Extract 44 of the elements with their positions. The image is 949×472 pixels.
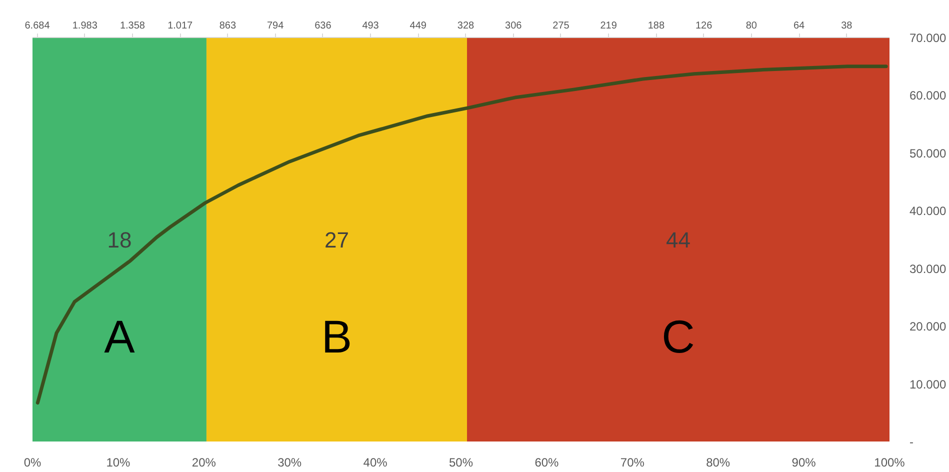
text: 863: [219, 20, 236, 32]
x-tick-label: 90%: [792, 456, 816, 470]
x-tick-label: 10%: [106, 456, 131, 470]
text: 1.983: [72, 20, 98, 32]
text: 449: [410, 20, 427, 32]
x-tick-label: 20%: [192, 456, 216, 470]
band-label: C: [662, 310, 695, 362]
x-tick-label: 30%: [278, 456, 302, 470]
annotation: 18: [107, 228, 132, 252]
band-label: A: [104, 310, 136, 362]
text: 80: [746, 20, 758, 32]
line-series: [36, 64, 888, 405]
y-tick-label: -: [910, 435, 914, 449]
text: 328: [457, 20, 475, 32]
band-label: B: [321, 310, 352, 362]
text: 794: [266, 20, 284, 32]
text: 188: [648, 20, 665, 32]
x-tick-label: 100%: [874, 456, 906, 470]
x-tick-label: 80%: [706, 456, 730, 470]
annotation: 44: [666, 228, 690, 252]
x-tick-label: 50%: [448, 456, 474, 470]
text: 1.358: [120, 20, 146, 32]
y-tick-label: 10.000: [910, 377, 947, 392]
text: 493: [362, 20, 380, 32]
text: 275: [552, 20, 570, 32]
x-tick-label: 40%: [363, 456, 388, 470]
x-tick-label: 60%: [534, 456, 560, 470]
y-tick-label: 70.000: [910, 31, 947, 45]
text: 1.017: [168, 20, 194, 32]
annotation: 27: [324, 228, 349, 252]
text: 126: [695, 20, 713, 32]
text: 64: [793, 20, 806, 32]
y-tick-label: 60.000: [910, 88, 947, 103]
text: 636: [314, 20, 332, 32]
y-tick-label: 40.000: [910, 204, 947, 218]
x-tick-label: 0%: [24, 456, 42, 470]
x-tick-label: 70%: [620, 456, 645, 470]
y-tick-label: 30.000: [910, 262, 947, 276]
y-tick-label: 20.000: [910, 320, 947, 334]
y-tick-label: 50.000: [910, 146, 947, 160]
text: 6.684: [24, 20, 50, 32]
text: 38: [841, 20, 853, 32]
text: 219: [600, 20, 618, 32]
text: 306: [505, 20, 522, 32]
